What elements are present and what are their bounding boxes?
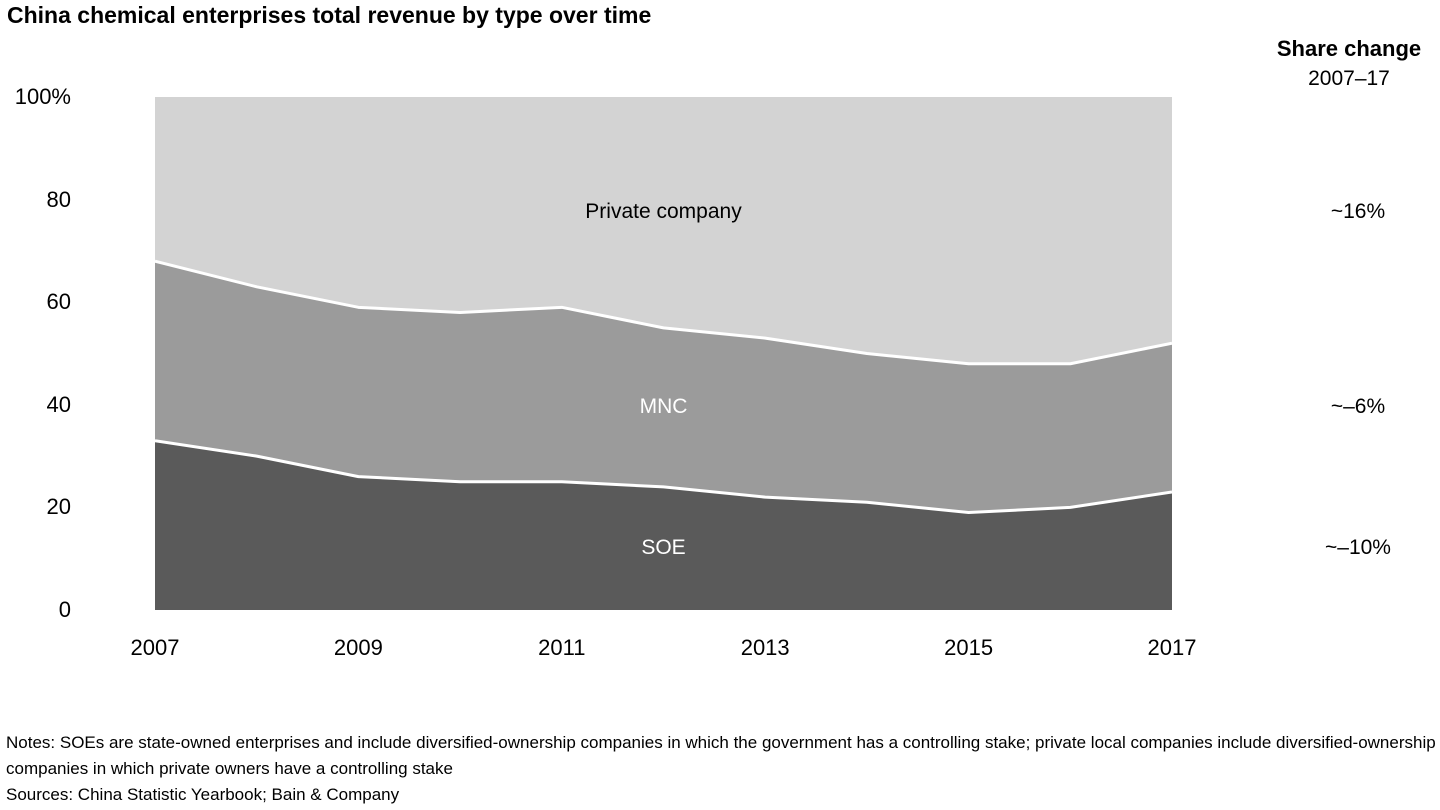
y-axis-label-0: 0 bbox=[58, 597, 71, 622]
x-axis-label-2007: 2007 bbox=[130, 635, 180, 660]
share-change-heading-text: Share change bbox=[1276, 36, 1422, 61]
share-change-value-private-company: ~16% bbox=[1330, 200, 1386, 224]
y-axis-label-80: 80 bbox=[46, 186, 71, 212]
notes-text: Notes: SOEs are state-owned enterprises … bbox=[6, 733, 1436, 778]
area-soe bbox=[155, 440, 1172, 610]
area-mnc bbox=[155, 261, 1172, 513]
footnotes: Notes: SOEs are state-owned enterprises … bbox=[6, 730, 1440, 808]
x-axis-label-2017: 2017 bbox=[1147, 635, 1197, 660]
boundary-line-soe bbox=[155, 439, 1172, 515]
plot-area: SOE MNC Private company bbox=[155, 97, 1172, 610]
share-change-value-soe: ~–10% bbox=[1325, 536, 1391, 560]
x-axis-label-2013: 2013 bbox=[740, 635, 790, 660]
area-private-company bbox=[155, 97, 1172, 364]
y-axis-label-40: 40 bbox=[46, 391, 71, 417]
y-axis-label-20: 20 bbox=[46, 494, 71, 520]
x-axis-label-2011: 2011 bbox=[538, 635, 586, 660]
sources-text: Sources: China Statistic Yearbook; Bain … bbox=[6, 785, 400, 804]
share-change-heading: Share change 2007–17 bbox=[1260, 36, 1438, 91]
y-axis-label-60: 60 bbox=[46, 289, 71, 315]
x-axis-label-2009: 2009 bbox=[333, 635, 383, 660]
share-change-value-mnc: ~–6% bbox=[1330, 395, 1386, 419]
boundary-line-mnc bbox=[155, 259, 1172, 366]
y-axis-label-100-: 100% bbox=[14, 84, 71, 109]
share-change-period: 2007–17 bbox=[1308, 67, 1390, 90]
stacked-area-chart bbox=[155, 97, 1172, 610]
chart-title: China chemical enterprises total revenue… bbox=[7, 2, 652, 28]
x-axis-label-2015: 2015 bbox=[944, 635, 994, 660]
